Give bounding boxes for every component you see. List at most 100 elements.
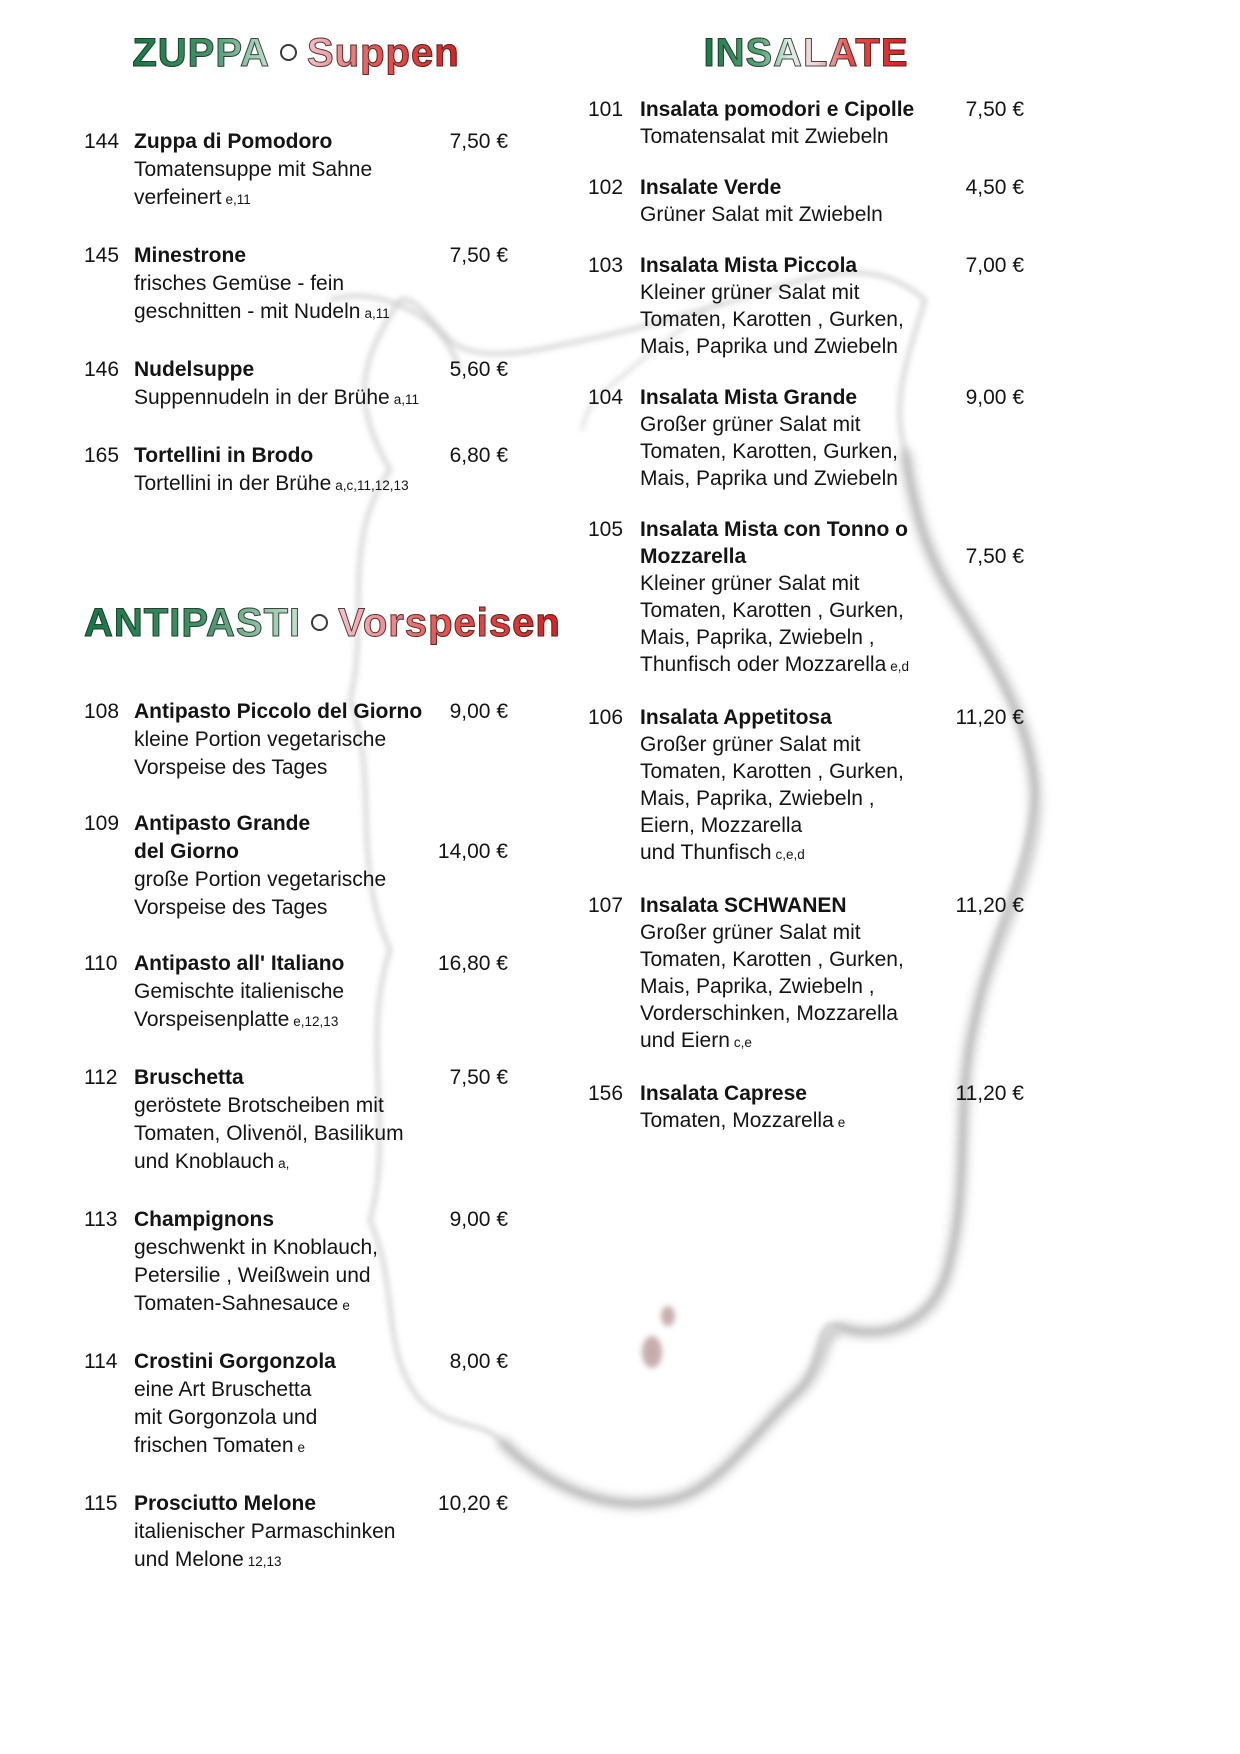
item-description: Großer grüner Salat mit Tomaten, Karotte…	[640, 731, 938, 868]
allergen-note: a,	[278, 1156, 290, 1171]
item-price: 11,20 €	[955, 1082, 1024, 1105]
item-description-text: italienischer Parmaschinken und Melone	[134, 1520, 396, 1571]
item-description: eine Art Bruschetta mit Gorgonzola und f…	[134, 1376, 420, 1462]
item-name: Nudelsuppe	[134, 358, 255, 381]
allergen-note: e,12,13	[293, 1014, 339, 1029]
item-body: Insalata Appetitosa Großer grüner Salat …	[640, 704, 938, 868]
item-name: Zuppa di Pomodoro	[134, 130, 333, 153]
item-name: Bruschetta	[134, 1066, 244, 1089]
allergen-note: e,11	[225, 192, 251, 207]
item-number: 115	[84, 1492, 118, 1515]
item-number: 146	[84, 358, 120, 381]
menu-item-row: 144 Zuppa di Pomodoro Tomatensuppe mit S…	[84, 128, 508, 214]
item-description-text: Gemischte italienische Vorspeisenplatte	[134, 980, 345, 1031]
item-name: Champignons	[134, 1208, 274, 1231]
item-body: Nudelsuppe Suppennudeln in der Brühe a,11	[134, 356, 420, 414]
item-number: 113	[84, 1208, 118, 1231]
item-body: Insalata pomodori e Cipolle Tomatensalat…	[640, 96, 938, 150]
section-title-antipasti: ANTIPASTI Vorspeisen	[83, 600, 560, 646]
section-title-zuppa: ZUPPA Suppen	[84, 30, 508, 76]
menu-item-row: 145 Minestrone frisches Gemüse - fein ge…	[84, 242, 508, 328]
item-number: 106	[588, 706, 624, 729]
item-description-text: Grüner Salat mit Zwiebeln	[640, 203, 883, 226]
item-name: Insalata pomodori e Cipolle	[640, 98, 915, 121]
menu-item-row: 113 Champignons geschwenkt in Knoblauch,…	[84, 1206, 508, 1320]
item-description-text: Tomatensuppe mit Sahne verfeinert	[134, 158, 373, 209]
left-column: ZUPPA Suppen 144 Zuppa di Pomodoro Tomate…	[83, 30, 560, 1604]
item-description-text: Großer grüner Salat mit Tomaten, Karotte…	[640, 733, 904, 864]
item-price: 4,50 €	[965, 176, 1024, 199]
item-body: Antipasto Grande del Giorno große Portio…	[134, 810, 420, 922]
item-name: Insalata SCHWANEN	[640, 894, 847, 917]
title-antipasti-italian: ANTIPASTI	[83, 601, 302, 646]
item-description: Tomatensalat mit Zwiebeln	[640, 123, 938, 150]
item-description-text: Tortellini in der Brühe	[134, 472, 332, 495]
item-name: Antipasto Piccolo del Giorno	[134, 700, 423, 723]
item-name: Insalata Caprese	[640, 1082, 807, 1105]
item-description: Großer grüner Salat mit Tomaten, Karotte…	[640, 919, 938, 1056]
item-name: Insalata Mista Grande	[640, 386, 858, 409]
item-price: 5,60 €	[449, 358, 508, 381]
menu-item-row: 102 Insalate Verde Grüner Salat mit Zwie…	[588, 174, 1024, 228]
menu-item-row: 165 Tortellini in Brodo Tortellini in de…	[84, 442, 508, 500]
item-price: 7,50 €	[965, 545, 1024, 568]
item-description: Suppennudeln in der Brühe a,11	[134, 384, 420, 414]
item-number: 165	[84, 444, 120, 467]
item-price: 9,00 €	[449, 700, 508, 723]
item-price: 7,00 €	[965, 254, 1024, 277]
item-name: Insalate Verde	[640, 176, 782, 199]
item-description-text: Großer grüner Salat mit Tomaten, Karotte…	[640, 921, 904, 1052]
allergen-note: c,e	[733, 1035, 752, 1050]
right-column: INSALATE 101 Insalata pomodori e Cipolle…	[588, 30, 1024, 1160]
item-number: 105	[588, 518, 624, 541]
item-price: 7,50 €	[965, 98, 1024, 121]
item-number: 112	[84, 1066, 118, 1089]
item-description: italienischer Parmaschinken und Melone 12…	[134, 1518, 420, 1576]
item-number: 145	[84, 244, 120, 267]
item-description: Gemischte italienische Vorspeisenplatte e…	[134, 978, 420, 1036]
item-body: Tortellini in Brodo Tortellini in der Br…	[134, 442, 420, 500]
item-description-text: Suppennudeln in der Brühe	[134, 386, 390, 409]
item-list-antipasti: 108 Antipasto Piccolo del Giorno kleine …	[84, 698, 508, 1576]
menu-item-row: 107 Insalata SCHWANEN Großer grüner Sala…	[588, 892, 1024, 1056]
item-description: große Portion vegetarische Vorspeise des…	[134, 866, 420, 922]
allergen-note: a,c,11,12,13	[335, 478, 409, 493]
item-body: Minestrone frisches Gemüse - fein geschn…	[134, 242, 420, 328]
allergen-note: e	[297, 1440, 306, 1455]
item-body: Insalata Mista Piccola Kleiner grüner Sa…	[640, 252, 938, 360]
menu-item-row: 156 Insalata Caprese Tomaten, Mozzarella…	[588, 1080, 1024, 1136]
item-description-text: geröstete Brotscheiben mit Tomaten, Oliv…	[134, 1094, 404, 1173]
item-price: 11,20 €	[955, 706, 1024, 729]
item-price: 8,00 €	[449, 1350, 508, 1373]
menu-item-row: 106 Insalata Appetitosa Großer grüner Sa…	[588, 704, 1024, 868]
item-description-text: Tomatensalat mit Zwiebeln	[640, 125, 889, 148]
item-description: geröstete Brotscheiben mit Tomaten, Oliv…	[134, 1092, 420, 1178]
item-description-text: kleine Portion vegetarische Vorspeise de…	[134, 728, 387, 779]
title-zuppa-german: Suppen	[306, 31, 460, 76]
menu-item-row: 110 Antipasto all' Italiano Gemischte it…	[84, 950, 508, 1036]
item-name: Crostini Gorgonzola	[134, 1350, 336, 1373]
item-price: 6,80 €	[449, 444, 508, 467]
item-description-text: frisches Gemüse - fein geschnitten - mit…	[134, 272, 361, 323]
item-body: Crostini Gorgonzola eine Art Bruschetta …	[134, 1348, 420, 1462]
item-description-text: Kleiner grüner Salat mit Tomaten, Karott…	[640, 572, 904, 676]
allergen-note: a,11	[364, 306, 390, 321]
item-description: frisches Gemüse - fein geschnitten - mit…	[134, 270, 420, 328]
item-price: 9,00 €	[449, 1208, 508, 1231]
item-name: Minestrone	[134, 244, 247, 267]
item-price: 9,00 €	[965, 386, 1024, 409]
menu-item-row: 101 Insalata pomodori e Cipolle Tomatens…	[588, 96, 1024, 150]
menu-item-row: 115 Prosciutto Melone italienischer Parm…	[84, 1490, 508, 1576]
item-number: 110	[84, 952, 118, 975]
title-antipasti-german: Vorspeisen	[338, 601, 561, 646]
allergen-note: 12,13	[247, 1554, 282, 1569]
item-body: Insalata Mista con Tonno o Mozzarella Kl…	[640, 516, 938, 680]
item-description: Großer grüner Salat mit Tomaten, Karotte…	[640, 411, 938, 492]
item-number: 104	[588, 386, 624, 409]
item-body: Insalata Mista Grande Großer grüner Sala…	[640, 384, 938, 492]
item-description: Kleiner grüner Salat mit Tomaten, Karott…	[640, 279, 938, 360]
item-description: Kleiner grüner Salat mit Tomaten, Karott…	[640, 570, 938, 680]
item-number: 107	[588, 894, 624, 917]
item-price: 7,50 €	[449, 244, 508, 267]
item-number: 103	[588, 254, 624, 277]
